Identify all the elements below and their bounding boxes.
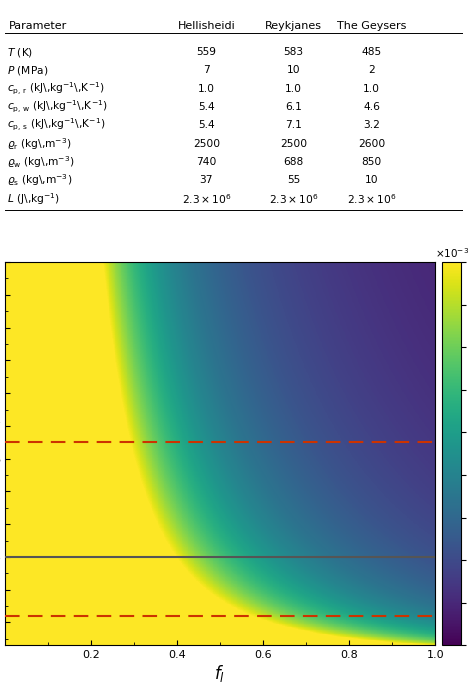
Text: 2500: 2500 xyxy=(280,139,307,149)
Text: Parameter: Parameter xyxy=(9,21,67,31)
Text: $c_{\rm p,\,s}$ (kJ\,kg$^{-1}$\,K$^{-1}$): $c_{\rm p,\,s}$ (kJ\,kg$^{-1}$\,K$^{-1}$… xyxy=(7,117,105,133)
Text: $L$ (J\,kg$^{-1}$): $L$ (J\,kg$^{-1}$) xyxy=(7,191,60,207)
Text: 4.6: 4.6 xyxy=(363,102,380,112)
Text: $2.3\times10^{6}$: $2.3\times10^{6}$ xyxy=(182,192,231,205)
Text: 3.2: 3.2 xyxy=(363,120,380,130)
Text: The Geysers: The Geysers xyxy=(337,21,406,31)
Text: 583: 583 xyxy=(284,47,304,57)
Text: $T$ (K): $T$ (K) xyxy=(7,46,33,59)
Text: $\varrho_{\rm s}$ (kg\,m$^{-3}$): $\varrho_{\rm s}$ (kg\,m$^{-3}$) xyxy=(7,172,72,188)
Text: 6.1: 6.1 xyxy=(285,102,302,112)
Text: 7: 7 xyxy=(203,65,210,76)
Text: $2.3\times10^{6}$: $2.3\times10^{6}$ xyxy=(347,192,396,205)
Text: $\varrho_{\rm w}$ (kg\,m$^{-3}$): $\varrho_{\rm w}$ (kg\,m$^{-3}$) xyxy=(7,154,74,170)
Text: 485: 485 xyxy=(361,47,382,57)
Text: $c_{\rm p,\,r}$ (kJ\,kg$^{-1}$\,K$^{-1}$): $c_{\rm p,\,r}$ (kJ\,kg$^{-1}$\,K$^{-1}$… xyxy=(7,81,104,97)
Text: 10: 10 xyxy=(287,65,300,76)
Text: 37: 37 xyxy=(200,176,213,185)
Text: 5.4: 5.4 xyxy=(198,120,215,130)
Text: 559: 559 xyxy=(197,47,217,57)
Text: $c_{\rm p,\,w}$ (kJ\,kg$^{-1}$\,K$^{-1}$): $c_{\rm p,\,w}$ (kJ\,kg$^{-1}$\,K$^{-1}$… xyxy=(7,99,108,115)
Text: 688: 688 xyxy=(284,157,304,167)
Text: 2500: 2500 xyxy=(193,139,220,149)
Text: 5.4: 5.4 xyxy=(198,102,215,112)
Text: $2.3\times10^{6}$: $2.3\times10^{6}$ xyxy=(269,192,319,205)
Text: $\varrho_{\rm r}$ (kg\,m$^{-3}$): $\varrho_{\rm r}$ (kg\,m$^{-3}$) xyxy=(7,136,72,151)
Text: 850: 850 xyxy=(361,157,382,167)
Text: $P$ (MPa): $P$ (MPa) xyxy=(7,64,48,77)
X-axis label: $f_l$: $f_l$ xyxy=(214,663,226,684)
Text: 55: 55 xyxy=(287,176,300,185)
Text: 1.0: 1.0 xyxy=(363,84,380,94)
Title: $\times 10^{-3}$: $\times 10^{-3}$ xyxy=(435,246,468,260)
Text: 1.0: 1.0 xyxy=(198,84,215,94)
Text: 740: 740 xyxy=(196,157,217,167)
Text: Reykjanes: Reykjanes xyxy=(265,21,322,31)
Text: 7.1: 7.1 xyxy=(285,120,302,130)
Text: 1.0: 1.0 xyxy=(285,84,302,94)
Text: 10: 10 xyxy=(365,176,379,185)
Text: Hellisheidi: Hellisheidi xyxy=(178,21,235,31)
Text: 2: 2 xyxy=(368,65,375,76)
Text: 2600: 2600 xyxy=(358,139,385,149)
